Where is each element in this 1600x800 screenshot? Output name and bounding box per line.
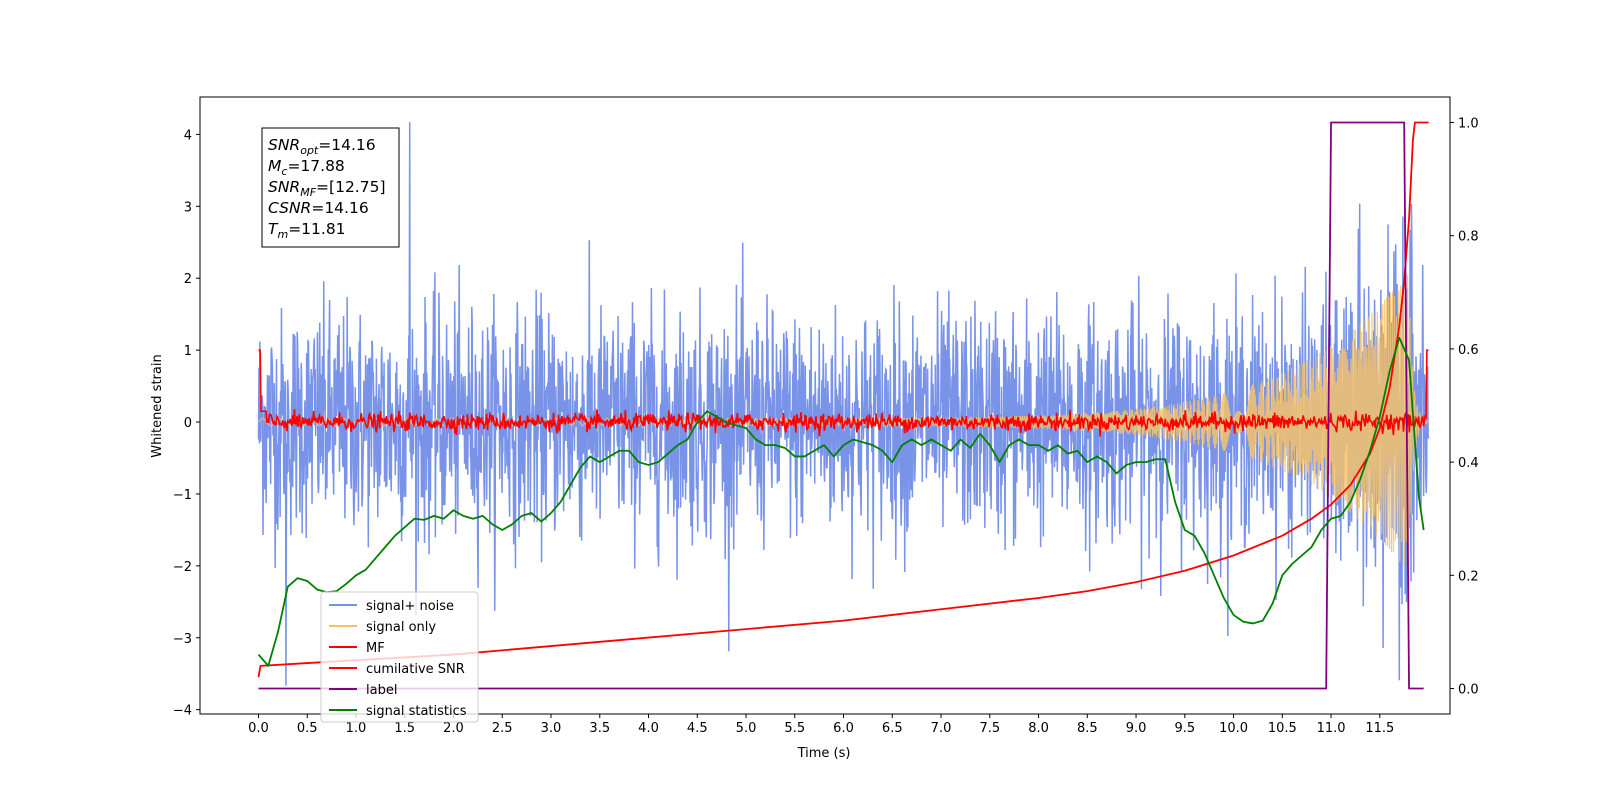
x-tick-label: 2.0 <box>443 721 464 736</box>
y-tick-label: −3 <box>173 632 192 647</box>
y2-tick-label: 1.0 <box>1458 116 1479 131</box>
y-axis-label: Whitened strain <box>150 354 165 457</box>
x-tick-label: 3.0 <box>541 721 562 736</box>
x-tick-label: 8.0 <box>1028 721 1049 736</box>
annotation-subscript: m <box>277 228 288 241</box>
annotation-value: =14.16 <box>318 136 375 154</box>
annotation-line: SNRopt=14.16 <box>268 136 376 157</box>
x-tick-label: 0.5 <box>297 721 318 736</box>
x-tick-label: 3.5 <box>589 721 610 736</box>
y-tick-label: −4 <box>173 704 192 719</box>
x-tick-label: 11.5 <box>1365 721 1394 736</box>
y2-axis-ticks: 0.0 0.2 0.4 0.6 0.8 1.0 <box>1450 116 1479 698</box>
annotation-value: =14.16 <box>311 199 368 217</box>
plot-frame <box>199 96 1451 715</box>
x-tick-label: 6.0 <box>833 721 854 736</box>
x-tick-label: 10.0 <box>1219 721 1248 736</box>
annotation-value: =11.81 <box>288 220 345 238</box>
annotation-frame <box>261 127 400 248</box>
y-tick-label: 2 <box>184 272 192 287</box>
legend: signal+ noise signal only MF cumilative SNR… <box>320 591 479 723</box>
annotation-symbol: M <box>268 157 281 175</box>
y-tick-label: 3 <box>184 200 192 215</box>
y-tick-label: −1 <box>173 488 192 503</box>
x-axis-label: Time (s) <box>797 746 851 761</box>
legend-entry: signal only <box>366 620 436 635</box>
series-line-mf <box>258 349 1429 437</box>
x-tick-label: 4.5 <box>687 721 708 736</box>
x-tick-label: 10.5 <box>1268 721 1297 736</box>
annotation-subscript: opt <box>300 144 319 157</box>
x-tick-label: 4.0 <box>638 721 659 736</box>
y2-tick-label: 0.8 <box>1458 230 1479 245</box>
x-tick-label: 7.5 <box>979 721 1000 736</box>
x-tick-label: 0.0 <box>248 721 269 736</box>
annotation-subscript: c <box>281 165 287 178</box>
legend-entry: signal statistics <box>366 704 467 719</box>
annotation-value: =[12.75] <box>316 178 385 196</box>
annotation-line: Tm=11.81 <box>268 220 346 241</box>
x-tick-label: 1.0 <box>346 721 367 736</box>
x-tick-label: 2.5 <box>492 721 513 736</box>
annotation-value: =17.88 <box>287 157 344 175</box>
y-tick-label: 0 <box>184 416 192 431</box>
y2-tick-label: 0.6 <box>1458 343 1479 358</box>
annotation-symbol: SNR <box>268 178 300 196</box>
x-tick-label: 8.5 <box>1077 721 1098 736</box>
annotation-subscript: MF <box>300 186 316 199</box>
x-tick-label: 9.0 <box>1126 721 1147 736</box>
y-tick-label: 4 <box>184 128 192 143</box>
series-line-signal-statistics <box>257 336 1425 667</box>
legend-entry: signal+ noise <box>366 599 454 614</box>
x-tick-label: 1.5 <box>394 721 415 736</box>
annotation-line: Mc=17.88 <box>268 157 345 178</box>
x-tick-label: 6.5 <box>882 721 903 736</box>
series-line-label <box>258 121 1424 690</box>
annotation-line: SNRMF=[12.75] <box>268 178 386 199</box>
x-tick-label: 11.0 <box>1317 721 1346 736</box>
y-tick-label: −2 <box>173 560 192 575</box>
x-tick-label: 5.5 <box>784 721 805 736</box>
annotation-symbol: SNR <box>268 136 300 154</box>
series-line-signal-noise <box>257 122 1430 686</box>
y2-tick-label: 0.4 <box>1458 456 1479 471</box>
annotation-line: CSNR=14.16 <box>268 199 369 217</box>
x-tick-label: 5.0 <box>736 721 757 736</box>
x-tick-label: 7.0 <box>931 721 952 736</box>
y2-tick-label: 0.2 <box>1458 569 1479 584</box>
series-line-signal-only <box>258 274 1430 567</box>
y2-tick-label: 0.0 <box>1458 683 1479 698</box>
legend-frame <box>320 591 479 723</box>
annotation-symbol: T <box>268 220 279 238</box>
x-tick-label: 9.5 <box>1174 721 1195 736</box>
legend-entry: cumilative SNR <box>366 662 465 677</box>
annotation-symbol: CSNR <box>268 199 311 217</box>
stats-annotation-box: SNRopt=14.16Mc=17.88SNRMF=[12.75]CSNR=14… <box>261 127 400 248</box>
y-axis-ticks: −4 −3 −2 −1 0 1 2 3 4 <box>173 128 200 719</box>
x-axis-ticks: 0.0 0.5 1.0 1.5 2.0 2.5 3.0 3.5 4.0 4.5 5.0 5.5 6.0 6… <box>248 714 1394 736</box>
y-tick-label: 1 <box>184 344 192 359</box>
legend-entry: label <box>366 683 397 698</box>
legend-entry: MF <box>366 641 385 656</box>
series-layer <box>257 121 1430 690</box>
